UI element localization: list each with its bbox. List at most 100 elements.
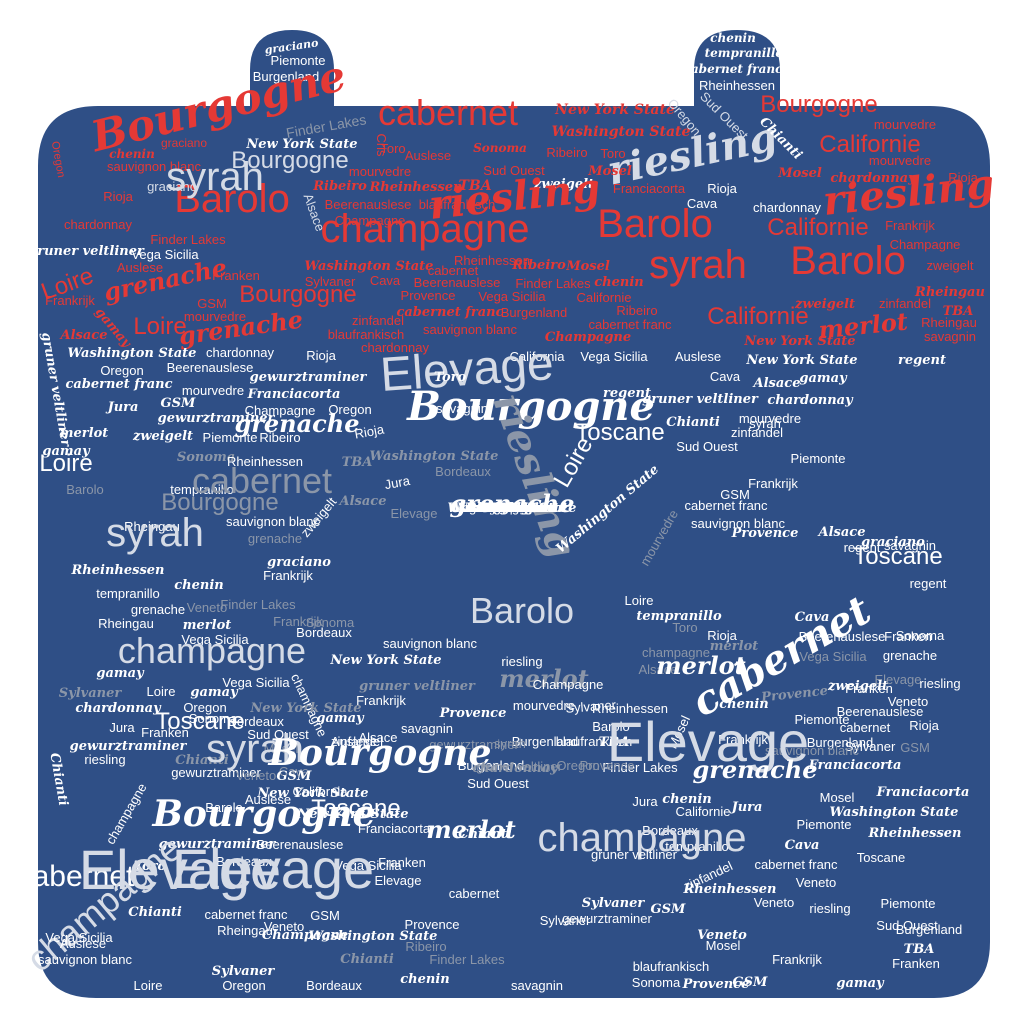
cloud-word: Ribeiro [259,430,300,445]
cloud-word: cabernet franc [684,498,768,513]
cloud-word: Toro [496,501,529,516]
cloud-word: tempranillo [480,500,544,515]
cloud-word: Sud Ouest [676,439,738,454]
cloud-word: Frankrijk [718,732,768,747]
cloud-word: Jura [729,800,763,815]
cloud-word: gruner veltliner [591,847,678,862]
cloud-word: tempranillo [170,482,234,497]
cloud-word: Bordeaux [642,823,698,838]
cloud-word: Provence [682,977,750,992]
cloud-word: Toscane [857,850,905,865]
cloud-word: gewurztraminer [70,739,188,754]
cloud-word: Chianti [485,501,539,516]
cloud-word: Barolo [470,590,574,631]
cloud-word: Piemonte [271,53,326,68]
cloud-word: gamay [316,711,365,726]
cloud-word: merlot [499,664,589,693]
cloud-word: gamay [42,444,91,459]
cloud-word: Beerenauslese [837,704,924,719]
cloud-word: Elevage [391,506,438,521]
word-cloud-shape [38,30,990,998]
cloud-word: zinfandel [879,296,931,311]
cloud-word: California [510,349,566,364]
cloud-word: cabernet franc [204,907,288,922]
cloud-word: Piemonte [485,500,540,515]
cloud-word: sauvignon blanc [38,952,132,967]
cloud-word: Frankrijk [772,952,822,967]
cloud-word: Jura [105,400,139,415]
cloud-word: Ribeiro [312,179,367,194]
cloud-word: Franciacorta [247,387,341,402]
cloud-word: Sud Ouest [483,163,545,178]
cloud-word: Bourgogne [267,732,491,774]
cloud-word: tempranillo [96,586,160,601]
cloud-word: Bourgogne [406,383,655,430]
cloud-word: grenache [692,755,817,784]
cloud-word: Vega Sicilia [131,247,199,262]
cloud-word: sauvignon blanc [226,514,320,529]
cloud-word: blaufrankisch [328,327,405,342]
cloud-word: Toscane [575,419,664,446]
cloud-word: Jura [499,500,525,515]
cloud-word: cabernet [428,263,479,278]
cloud-word: Rioja [353,421,386,441]
cloud-word: Washington State [448,501,577,516]
cloud-word: Jura [632,794,658,809]
cloud-word: Piemonte [791,451,846,466]
cloud-word: merlot [656,651,746,680]
cloud-word: Mosel [587,164,632,179]
cloud-word: Elevage [607,710,809,773]
cloud-word: gamay [190,685,239,700]
cloud-word: Barolo [597,202,713,246]
cloud-word: GSM [310,908,340,923]
cloud-word: Sylvaner [59,686,123,701]
cloud-word: Sylvaner [845,739,896,754]
cloud-word: GSM [197,296,227,311]
cloud-word: cabernet [840,720,891,735]
cloud-word: gewurztraminer [159,837,277,852]
cloud-word: Rioja [707,628,737,643]
cloud-word: Champagne [890,237,961,252]
cloud-word: Rheinhessen [369,180,463,195]
cloud-word: Bourgogne [151,793,375,835]
cloud-word: syrah [206,727,304,771]
cloud-word: blaufrankisch [556,734,633,749]
cloud-word: GSM [161,396,196,411]
cloud-word: cabernet franc [396,305,503,320]
cloud-word: chardonnay [361,340,429,355]
cloud-word: Elevage [375,873,422,888]
cloud-word: syrah [106,511,204,555]
cloud-word: gewurztraminer [429,737,519,752]
cloud-word: grenache [131,602,185,617]
cloud-word: chenin [710,31,756,45]
cloud-word: Rheinhessen [71,563,165,578]
cloud-word: Barolo [592,719,630,734]
cloud-word: Franken [892,956,940,971]
cloud-word: gruner veltliner [469,500,556,515]
cloud-word: gamay [799,371,848,386]
cloud-word: Rioja [909,718,939,733]
cloud-word: syrah [494,736,526,751]
cloud-word: TBA [342,455,373,470]
cloud-word: Toscane [311,795,400,822]
cloud-word: merlot [60,426,109,441]
cloud-word: Burgenland [479,500,546,515]
cloud-word: savagnin [401,721,453,736]
cloud-word: gamay [836,976,885,991]
cloud-word: GSM [720,487,750,502]
cloud-word: Burgenland [896,922,963,937]
cloud-word: Franken [845,681,893,696]
cloud-word: Provence [401,288,456,303]
cloud-word: Jura [383,473,411,492]
cloud-word: zweigelt [794,297,855,312]
cloud-word: Burgenland [512,734,579,749]
cloud-word: Auslese [405,148,451,163]
cloud-word: Toscane [155,708,244,735]
cloud-word: Provence [580,758,635,773]
cloud-word: Californie [485,500,540,515]
cloud-word: Rheinhessen [868,826,962,841]
cloud-word: Rheinhessen [699,78,775,93]
cloud-word: chardonnay [75,701,162,716]
cloud-word: savagnin [884,538,936,553]
cloud-word: Beerenauslese [325,197,412,212]
